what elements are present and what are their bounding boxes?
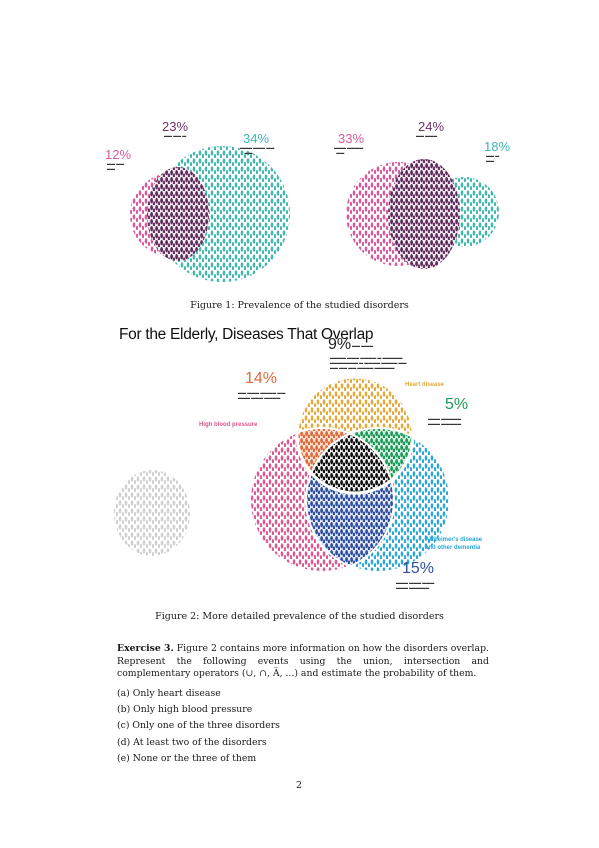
fig1-right-pct-1: 33% — [338, 131, 365, 146]
exercise-item: (a) Only heart disease — [117, 688, 221, 699]
fig2-label-high-blood-pressure: High blood pressure — [199, 422, 258, 428]
exercise-heading: Exercise 3. — [117, 643, 174, 654]
fig2-note-hbp-heart: ▬▬ ▬▬▬ ▬▬▬▬ ▬▬ ▬▬▬ ▬▬▬ ▬▬▬▬ — [238, 390, 286, 400]
fig2-pct-hbp-only: 15% — [402, 560, 435, 577]
figure2-venn — [250, 375, 451, 573]
fig2-label-heart-disease: Heart disease — [405, 382, 445, 388]
fig1-right-pct-2: 24% — [418, 119, 445, 134]
fig1-left-pct-2: 23% — [162, 119, 189, 134]
fig2-pct-hbp-heart: 14% — [245, 370, 278, 387]
fig2-note-all-three: ▬▬ ▬▬▬ — [352, 343, 374, 348]
figure2-title: For the Elderly, Diseases That Overlap — [119, 326, 374, 343]
fig2-pct-alz-heart: 5% — [445, 396, 469, 413]
fig1-left-note-2: ▬▬ ▬▬ ▬ — [164, 133, 187, 138]
fig2-label-alzheimers-1: Alzheimer's disease — [425, 537, 483, 543]
fig2-note-all-three-2: ▬▬▬▬ ▬▬▬ ▬▬▬▬ ▬ ▬▬▬▬▬ ▬▬▬▬▬▬▬ ▬ ▬▬▬▬ ▬▬▬▬… — [330, 355, 407, 370]
exercise-items: (a) Only heart disease (b) Only high blo… — [117, 686, 280, 767]
figure1-right-venn — [346, 159, 499, 269]
figure2-neither-cluster — [114, 470, 190, 556]
exercise-text: Figure 2 contains more information on ho… — [117, 643, 489, 679]
fig1-left-pct-3: 34% — [243, 131, 270, 146]
fig2-label-alzheimers-2: and other dementia — [425, 545, 481, 551]
fig2-pct-all-three: 9% — [328, 336, 352, 353]
fig1-right-pct-3: 18% — [484, 139, 511, 154]
exercise-paragraph: Exercise 3. Figure 2 contains more infor… — [117, 643, 489, 681]
figure1-left-venn — [130, 146, 290, 282]
fig1-right-note-2: ▬▬ ▬▬▬ — [416, 133, 438, 138]
fig2-note-alz-heart: ▬▬▬ ▬▬▬▬▬ ▬▬▬ ▬▬▬▬▬ — [428, 416, 462, 426]
fig1-right-note-1: ▬▬▬ ▬▬▬▬ ▬▬ — [334, 145, 364, 155]
figure2-caption: Figure 2: More detailed prevalence of th… — [155, 611, 444, 622]
fig1-right-note-3: ▬▬ ▬ ▬▬ — [486, 153, 500, 163]
exercise-item: (c) Only one of the three disorders — [117, 720, 280, 732]
fig1-left-note-1: ▬▬ ▬▬ ▬▬ — [107, 161, 125, 171]
fig2-note-hbp-only: ▬▬▬ ▬▬▬ ▬▬▬ ▬▬▬ ▬▬▬▬▬ — [396, 580, 435, 590]
exercise-item: (d) At least two of the disorders — [117, 736, 267, 748]
exercise-item: (e) None or the three of them — [117, 752, 257, 764]
figure1-caption: Figure 1: Prevalence of the studied diso… — [190, 300, 409, 311]
fig1-left-pct-1: 12% — [105, 147, 132, 162]
page-number: 2 — [296, 780, 303, 791]
exercise-item: (b) Only high blood pressure — [117, 704, 253, 716]
fig1-left-note-3: ▬▬▬ ▬▬▬ ▬▬ ▬▬ — [240, 145, 275, 155]
